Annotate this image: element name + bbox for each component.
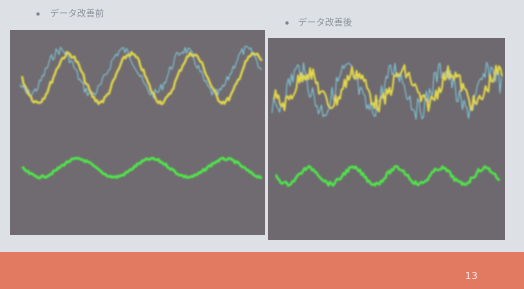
page: データ改善前 データ改善後 13 (() => { const data = J… xyxy=(0,0,524,289)
panel-caption: データ改善後 xyxy=(298,17,352,29)
slide-photo: データ改善前 データ改善後 13 xyxy=(0,0,524,289)
bullet xyxy=(285,21,288,24)
scope-screen xyxy=(10,30,265,235)
panel-caption: データ改善前 xyxy=(50,8,104,20)
bullet xyxy=(36,12,39,15)
footer-band xyxy=(0,252,524,289)
page-number: 13 xyxy=(465,271,478,282)
